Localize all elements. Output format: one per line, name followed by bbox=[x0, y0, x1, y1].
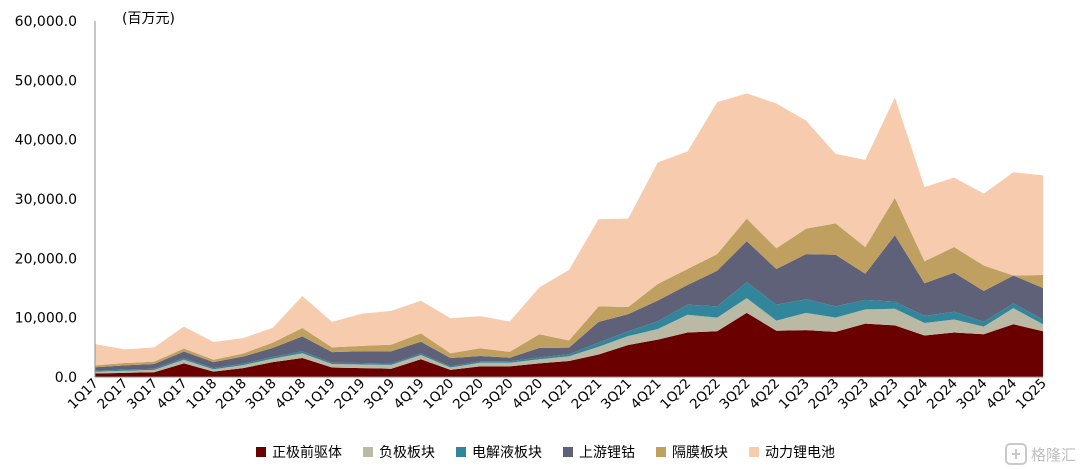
y-tick-label: 60,000.0 bbox=[15, 14, 77, 30]
y-tick-label: 10,000.0 bbox=[15, 311, 77, 327]
x-tick-label: 2Q24 bbox=[924, 376, 961, 413]
x-tick-label: 4Q18 bbox=[272, 376, 309, 413]
x-tick-label: 3Q24 bbox=[954, 376, 991, 413]
x-tick-label: 3Q19 bbox=[361, 376, 398, 413]
y-tick-labels: 0.0 10,000.0 20,000.0 30,000.0 40,000.0 50,00… bbox=[15, 14, 77, 386]
legend-label: 正极前驱体 bbox=[272, 444, 342, 461]
x-tick-label: 3Q21 bbox=[598, 376, 635, 413]
x-tick-label: 2Q18 bbox=[213, 376, 250, 413]
legend-label: 上游锂钴 bbox=[579, 445, 635, 461]
area-series-group bbox=[95, 93, 1043, 377]
x-tick-label: 2Q20 bbox=[450, 376, 487, 413]
x-tick-label: 3Q23 bbox=[835, 376, 872, 413]
x-tick-label: 4Q24 bbox=[983, 376, 1020, 413]
area-series-1 bbox=[95, 312, 1043, 377]
legend: 正极前驱体 负极板块 电解液板块 上游锂钴 隔膜板块 动力锂电池 bbox=[256, 444, 835, 461]
y-tick-label: 50,000.0 bbox=[15, 73, 77, 89]
y-tick-label: 0.0 bbox=[55, 370, 77, 386]
x-tick-label: 2Q19 bbox=[331, 376, 368, 413]
y-tick-label: 30,000.0 bbox=[15, 192, 77, 208]
x-tick-label: 1Q25 bbox=[1013, 376, 1050, 413]
x-tick-label: 1Q19 bbox=[302, 376, 339, 413]
x-tick-label: 2Q23 bbox=[805, 376, 842, 413]
legend-swatch bbox=[749, 447, 759, 457]
area-series-4 bbox=[95, 235, 1043, 371]
x-tick-label: 2Q17 bbox=[94, 376, 131, 413]
area-series-5 bbox=[95, 197, 1043, 368]
legend-swatch bbox=[656, 447, 666, 457]
x-tick-label: 1Q22 bbox=[657, 376, 694, 413]
x-tick-label: 3Q22 bbox=[717, 376, 754, 413]
area-series-3 bbox=[95, 282, 1043, 372]
x-tick-label: 1Q20 bbox=[420, 376, 457, 413]
legend-swatch bbox=[363, 447, 373, 457]
watermark-text: 格隆汇 bbox=[1031, 446, 1076, 464]
area-series-2 bbox=[95, 298, 1043, 374]
legend-label: 动力锂电池 bbox=[765, 445, 835, 461]
y-tick-label: 40,000.0 bbox=[15, 133, 77, 149]
x-tick-labels: 1Q172Q173Q174Q171Q182Q183Q184Q181Q192Q19… bbox=[65, 376, 1050, 413]
watermark-logo-icon bbox=[1005, 443, 1027, 465]
x-tick-label: 1Q24 bbox=[894, 376, 931, 413]
x-tick-label: 3Q20 bbox=[480, 376, 517, 413]
x-tick-label: 2Q21 bbox=[568, 376, 605, 413]
area-series-6 bbox=[95, 93, 1043, 366]
x-tick-label: 3Q18 bbox=[243, 376, 280, 413]
unit-label: (百万元) bbox=[122, 11, 175, 27]
x-tick-label: 1Q21 bbox=[539, 376, 576, 413]
x-tick-label: 1Q23 bbox=[776, 376, 813, 413]
x-tick-label: 4Q23 bbox=[865, 376, 902, 413]
x-tick-label: 3Q17 bbox=[124, 376, 161, 413]
x-tick-label: 4Q21 bbox=[628, 376, 665, 413]
x-tick-label: 4Q20 bbox=[509, 376, 546, 413]
y-tick-label: 20,000.0 bbox=[15, 251, 77, 267]
x-tick-label: 4Q22 bbox=[746, 376, 783, 413]
legend-swatch bbox=[256, 447, 266, 457]
legend-label: 隔膜板块 bbox=[672, 445, 728, 461]
x-tick-label: 1Q18 bbox=[183, 376, 220, 413]
x-tick-label: 4Q17 bbox=[154, 376, 191, 413]
watermark: 格隆汇 bbox=[1005, 443, 1076, 465]
legend-swatch bbox=[563, 447, 573, 457]
legend-swatch bbox=[456, 447, 466, 457]
legend-label: 电解液板块 bbox=[472, 445, 542, 461]
x-tick-label: 2Q22 bbox=[687, 376, 724, 413]
x-tick-label: 4Q19 bbox=[391, 376, 428, 413]
legend-label: 负极板块 bbox=[379, 445, 435, 461]
